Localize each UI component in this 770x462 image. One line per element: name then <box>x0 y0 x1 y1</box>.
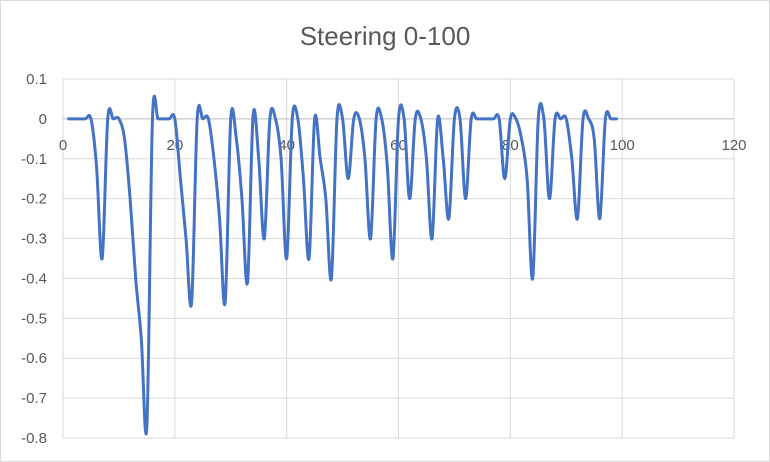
y-tick-label: -0.2 <box>21 191 47 208</box>
series-group <box>67 94 619 436</box>
y-tick-label: -0.5 <box>21 310 47 327</box>
y-tick-label: -0.1 <box>21 151 47 168</box>
x-axis-ticks: 0 20 40 60 80 100 120 <box>59 137 747 154</box>
y-tick-label: -0.3 <box>21 231 47 248</box>
x-tick-label: 100 <box>610 137 635 154</box>
chart-title: Steering 0-100 <box>300 21 471 51</box>
y-tick-label: -0.8 <box>21 430 47 447</box>
y-tick-label: -0.4 <box>21 270 47 287</box>
y-tick-label: -0.6 <box>21 350 47 367</box>
x-tick-label: 80 <box>502 137 519 154</box>
x-tick-label: 120 <box>721 137 746 154</box>
x-tick-label: 0 <box>59 137 67 154</box>
series-line-0 <box>67 94 619 436</box>
y-tick-label: 0.1 <box>26 71 47 88</box>
y-tick-label: -0.7 <box>21 390 47 407</box>
y-axis-ticks: 0.1 0 -0.1 -0.2 -0.3 -0.4 -0.5 -0.6 -0.7 -0.8 <box>21 71 47 447</box>
x-tick-label: 20 <box>166 137 183 154</box>
y-tick-label: 0 <box>39 111 47 128</box>
